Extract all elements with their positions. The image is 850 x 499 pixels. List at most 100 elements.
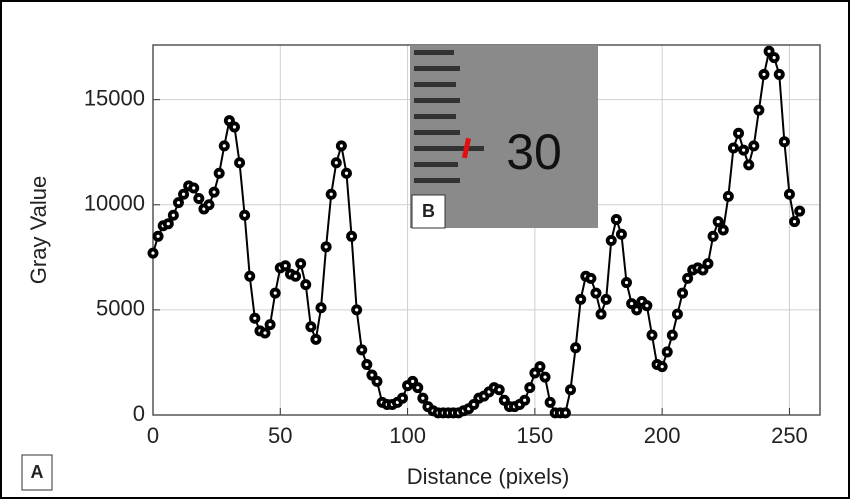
data-point [320, 241, 332, 253]
marker-center [762, 72, 766, 77]
marker-center [370, 373, 374, 377]
x-tick-label: 200 [644, 423, 681, 448]
data-point [279, 260, 291, 272]
data-point [666, 329, 678, 341]
marker-center [207, 203, 211, 207]
marker-center [243, 213, 247, 217]
data-point [269, 287, 281, 299]
data-point [794, 205, 806, 217]
marker-center [721, 228, 725, 232]
panel-label: A [31, 462, 44, 482]
marker-center [675, 312, 680, 316]
data-point [789, 216, 801, 228]
data-point [605, 235, 617, 247]
data-point [646, 329, 658, 341]
marker-center [726, 194, 730, 198]
marker-center [421, 396, 425, 400]
marker-center [273, 291, 277, 295]
marker-center [171, 213, 175, 217]
data-point [733, 127, 745, 139]
data-point [748, 140, 760, 152]
data-point [193, 192, 205, 204]
marker-center [579, 297, 583, 301]
marker-center [574, 346, 578, 350]
marker-center [497, 388, 501, 392]
marker-center [212, 190, 216, 194]
marker-center [716, 219, 720, 224]
data-point [315, 302, 327, 314]
data-point [244, 270, 256, 282]
data-point [712, 216, 724, 228]
marker-center [609, 238, 613, 243]
marker-center [523, 398, 527, 402]
x-tick-label: 50 [268, 423, 292, 448]
data-point [727, 142, 739, 154]
marker-center [248, 274, 252, 278]
marker-center [416, 386, 420, 390]
marker-center [680, 291, 685, 295]
marker-center [472, 402, 476, 407]
data-point [228, 121, 240, 133]
data-point [356, 344, 368, 356]
marker-center [619, 232, 624, 236]
data-point [631, 304, 643, 316]
marker-center [782, 140, 786, 144]
marker-center [752, 144, 756, 148]
data-point [396, 392, 408, 404]
marker-center [686, 276, 690, 280]
data-point [778, 136, 790, 148]
marker-center [309, 325, 313, 329]
marker-center [263, 331, 267, 335]
data-point [738, 144, 750, 156]
data-point [559, 407, 571, 419]
x-tick-label: 250 [771, 423, 808, 448]
marker-center [344, 171, 349, 175]
data-point [621, 277, 633, 289]
marker-center [630, 301, 634, 306]
marker-center [635, 308, 639, 312]
marker-center [645, 304, 649, 308]
data-point [590, 287, 602, 299]
scale-bars [414, 50, 484, 183]
plot-area: 0 5000 10000 15000 0 50 100 150 200 250 [84, 44, 821, 448]
marker-center [232, 125, 237, 129]
label-box [21, 454, 53, 491]
marker-center [614, 217, 618, 222]
marker-center [787, 192, 792, 196]
marker-center [176, 201, 181, 205]
data-point [325, 188, 337, 200]
data-point [330, 157, 342, 169]
y-axis-label: Gray Value [26, 176, 51, 284]
data-point [249, 312, 261, 324]
inset-number: 30 [506, 124, 562, 180]
marker-center [792, 219, 797, 224]
data-point [340, 167, 352, 179]
data-point [167, 209, 179, 221]
marker-center [528, 386, 532, 390]
data-point [534, 361, 546, 373]
data-point [172, 197, 184, 209]
marker-center [411, 379, 415, 383]
marker-center [502, 398, 506, 402]
data-point [656, 361, 668, 373]
marker-center [360, 348, 364, 352]
data-point [519, 394, 531, 406]
marker-center [156, 234, 160, 238]
data-point [295, 258, 307, 270]
marker-center [253, 316, 257, 320]
marker-center [365, 362, 369, 367]
marker-center [747, 163, 751, 167]
marker-center [767, 49, 771, 53]
data-point [213, 167, 225, 179]
data-point [203, 199, 215, 211]
data-point [722, 190, 734, 202]
marker-center [299, 262, 303, 266]
marker-center [197, 196, 201, 201]
data-point [234, 157, 246, 169]
data-point [768, 52, 780, 64]
data-point [570, 342, 582, 354]
data-point [524, 382, 536, 394]
data-point [783, 188, 795, 200]
marker-center [665, 350, 669, 354]
